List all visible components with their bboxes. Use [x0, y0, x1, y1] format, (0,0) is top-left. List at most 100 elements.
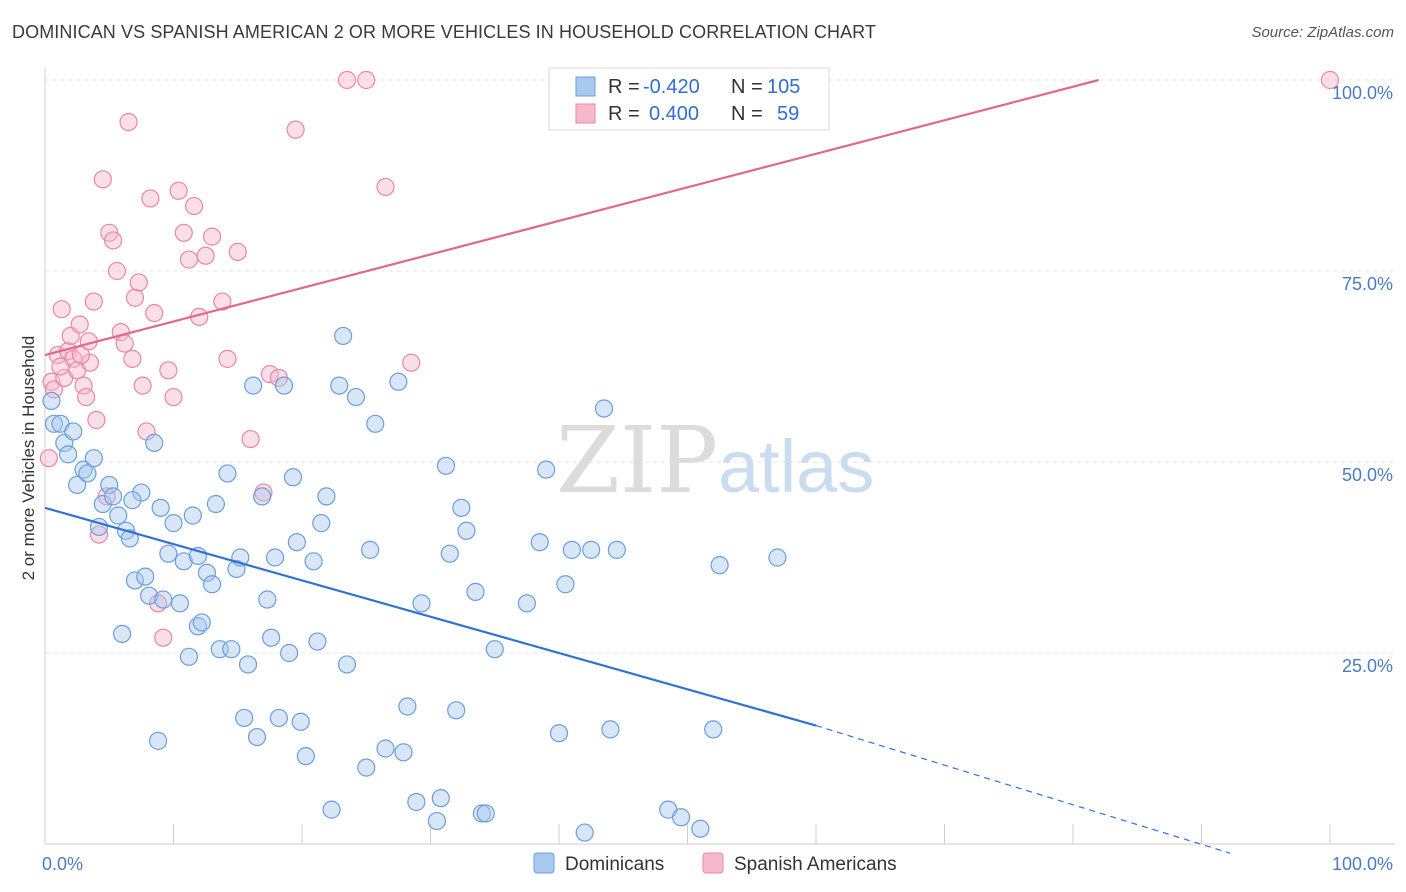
dominicans-point	[671, 808, 691, 827]
legend-r-label: R =	[608, 76, 640, 98]
dominicans-point	[330, 376, 349, 395]
bottom-legend-dominicans: Dominicans	[565, 854, 664, 875]
dominicans-point	[78, 464, 97, 483]
bottom-legend-swatch-dominicans	[533, 852, 555, 874]
spanish-americans-point	[159, 361, 178, 380]
spanish-americans-point	[74, 376, 93, 395]
spanish-americans-point	[52, 300, 71, 319]
legend-n-value: 105	[767, 76, 800, 98]
y-tick-label: 25.0%	[1342, 656, 1393, 676]
dominicans-point	[262, 628, 281, 647]
spanish-americans-point	[164, 387, 183, 407]
dominicans-points	[42, 326, 787, 842]
dominicans-point	[253, 487, 272, 506]
dominicans-point	[436, 456, 456, 475]
dominicans-point	[287, 533, 306, 552]
dominicans-point	[123, 491, 142, 510]
spanish-americans-point	[51, 357, 70, 376]
y-tick-labels: 25.0% 50.0% 75.0% 100.0%	[1332, 83, 1393, 676]
spanish-americans-point	[44, 380, 64, 399]
spanish-americans-point	[1320, 70, 1340, 90]
dominicans-point	[202, 575, 222, 594]
dominicans-point	[218, 464, 237, 483]
legend-n-label: N =	[731, 103, 763, 125]
spanish-americans-point	[169, 181, 188, 200]
spanish-americans-point	[93, 170, 112, 189]
spanish-americans-point	[84, 292, 103, 311]
dominicans-point	[93, 494, 112, 514]
spanish-americans-point	[376, 177, 395, 197]
dominicans-point	[407, 792, 426, 812]
dominicans-point	[174, 552, 193, 571]
spanish-americans-point	[213, 292, 232, 311]
dominicans-point	[485, 640, 504, 659]
watermark: ZIP atlas	[556, 407, 874, 514]
dominicans-point	[235, 708, 254, 728]
dominicans-point	[120, 529, 139, 548]
spanish-americans-point	[196, 246, 215, 265]
dominicans-point	[582, 540, 601, 559]
x-tick-label: 0.0%	[42, 854, 83, 874]
dominicans-point	[258, 590, 277, 609]
spanish-americans-point	[123, 349, 142, 368]
x-tick-labels: 0.0% 100.0%	[42, 854, 1393, 874]
dominicans-point	[283, 468, 303, 487]
spanish-americans-point	[87, 410, 106, 430]
dominicans-point	[304, 552, 323, 571]
dominicans-point	[447, 701, 466, 720]
spanish-americans-point	[107, 261, 127, 281]
spanish-americans-point	[174, 223, 193, 242]
dominicans-point	[164, 514, 183, 533]
dominicans-point	[389, 372, 408, 391]
watermark-zip: ZIP	[556, 407, 718, 514]
dominicans-point	[64, 422, 83, 441]
dominicans-point	[607, 540, 626, 559]
dominicans-point	[100, 475, 119, 495]
dominicans-point	[337, 655, 357, 674]
legend-r-label: R =	[608, 103, 640, 125]
spanish-americans-point	[154, 628, 173, 647]
spanish-americans-point	[77, 387, 96, 407]
dominicans-point	[431, 789, 450, 808]
dominicans-point	[159, 544, 178, 563]
dominicans-point	[170, 594, 190, 613]
dominicans-point	[222, 640, 241, 659]
dominicans-point	[412, 594, 431, 613]
spanish-americans-point	[218, 349, 237, 368]
dominicans-point	[154, 590, 173, 609]
spanish-americans-point	[89, 525, 109, 544]
dominicans-point	[139, 586, 159, 605]
spanish-americans-point	[241, 429, 260, 449]
dominicans-point	[457, 521, 476, 540]
dominicans-point	[206, 494, 226, 514]
legend-box	[548, 67, 830, 131]
dominicans-point	[227, 559, 246, 579]
dominicans-point	[452, 498, 471, 517]
dominicans-point	[136, 567, 155, 586]
spanish-americans-point	[125, 288, 145, 307]
dominicans-point	[357, 758, 376, 777]
legend-r-value: 0.400	[649, 103, 699, 125]
dominicans-point	[68, 475, 87, 495]
dominicans-point	[710, 556, 729, 575]
dominicans-point	[145, 433, 164, 452]
dominicans-point	[317, 487, 336, 506]
spanish-americans-point	[104, 231, 123, 250]
y-tick-label: 50.0%	[1342, 465, 1393, 485]
spanish-americans-point	[133, 376, 152, 395]
spanish-americans-point	[145, 303, 164, 323]
dominicans-point	[42, 391, 61, 410]
dominicans-point	[440, 544, 459, 563]
dominicans-point	[247, 727, 267, 747]
dominicans-point	[179, 647, 199, 666]
bottom-legend: Dominicans Spanish Americans	[533, 852, 897, 875]
spanish-americans-point	[228, 242, 247, 261]
y-axis-label: 2 or more Vehicles in Household	[19, 336, 38, 581]
dominicans-point	[427, 811, 447, 831]
spanish-americans-point	[129, 273, 148, 292]
dominicans-point	[269, 708, 288, 728]
spanish-americans-point	[179, 250, 199, 269]
dominicans-point	[265, 548, 285, 567]
spanish-americans-point	[402, 353, 421, 372]
dominicans-point	[394, 743, 413, 762]
